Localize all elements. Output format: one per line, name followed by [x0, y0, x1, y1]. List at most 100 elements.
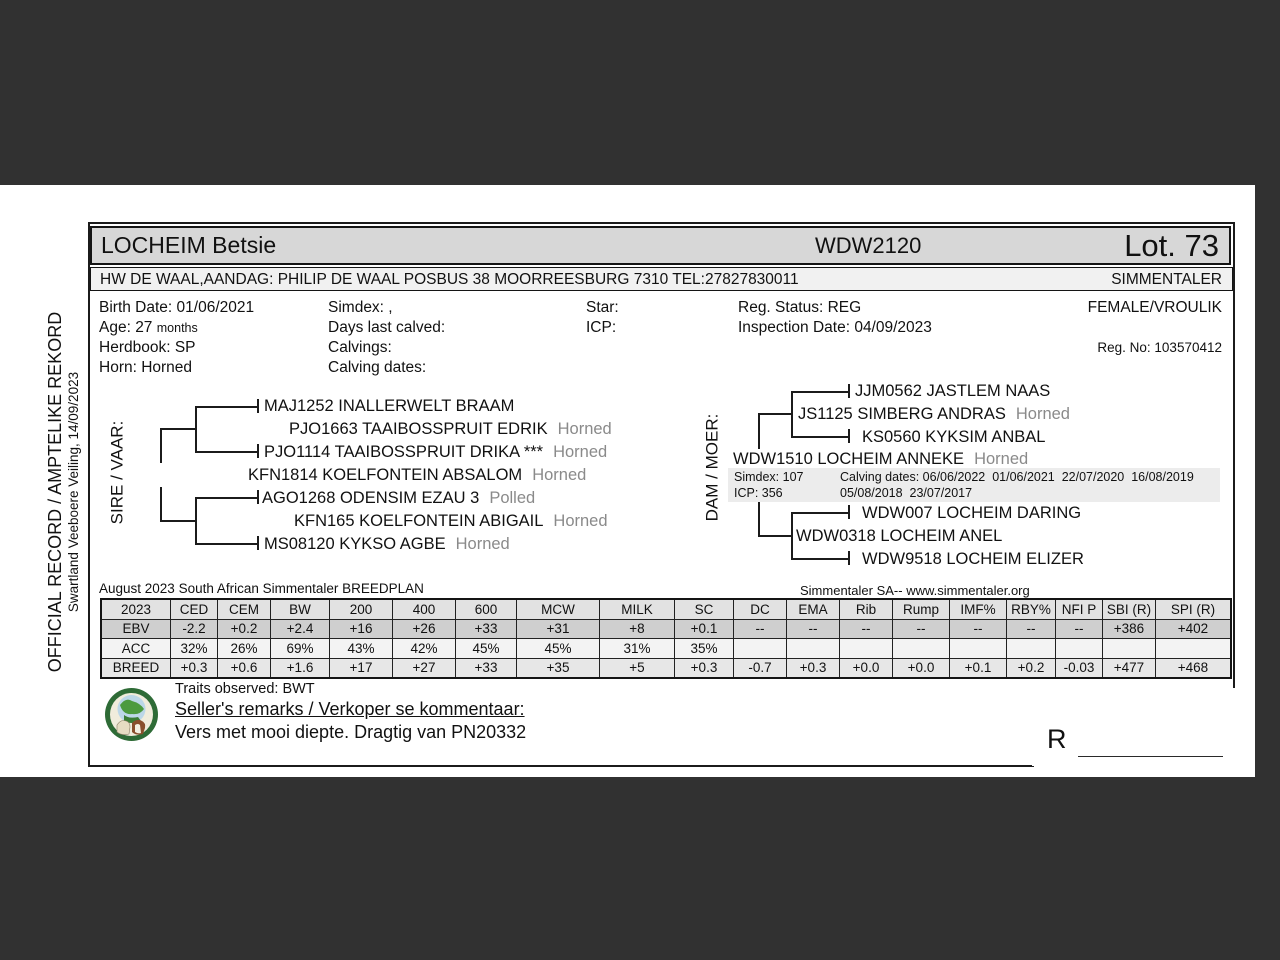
breedplan-cell: +16	[329, 618, 393, 639]
sire-tree-line	[195, 451, 258, 453]
dam-icp: ICP: 356	[734, 486, 783, 500]
pedigree-name: KS0560 KYKSIM ANBAL	[862, 428, 1046, 446]
breedplan-cell: 42%	[392, 638, 456, 659]
pedigree-name: WDW1510 LOCHEIM ANNEKE	[733, 450, 965, 468]
sire-tree-tick	[257, 444, 259, 458]
price-blank-line	[1078, 728, 1223, 757]
breedplan-cell	[786, 638, 840, 659]
horn-tag: Horned	[553, 512, 608, 530]
age: Age: 27 months	[99, 319, 198, 337]
pedigree-entry: KFN165 KOELFONTEIN ABIGAIL Horned	[294, 512, 608, 531]
sex-label: FEMALE/VROULIK	[1087, 299, 1222, 316]
breedplan-cell	[733, 638, 787, 659]
doc-border-right	[1233, 222, 1235, 689]
pedigree-name: PJO1663 TAAIBOSSPRUIT EDRIK	[289, 420, 548, 438]
breedplan-cell: +0.3	[674, 657, 734, 679]
breedplan-column-header: 2023	[100, 598, 171, 620]
breedplan-column-header: NFI P	[1055, 598, 1103, 620]
breedplan-cell: --	[949, 618, 1007, 639]
pedigree-entry: KS0560 KYKSIM ANBAL	[862, 428, 1045, 447]
dam-tree-line	[791, 436, 849, 438]
simdex: Simdex: ,	[328, 299, 393, 316]
breed-name: SIMMENTALER	[1111, 271, 1222, 288]
dam-calving-dates-2: 05/08/2018 23/07/2017	[840, 486, 973, 500]
dam-tree-line	[758, 413, 792, 415]
breedplan-cell: --	[1006, 618, 1056, 639]
pedigree-entry: WDW1510 LOCHEIM ANNEKE Horned	[733, 450, 1028, 469]
breedplan-cell: +0.1	[949, 657, 1007, 679]
breedplan-cell	[1155, 638, 1232, 659]
pedigree-entry: WDW0318 LOCHEIM ANEL	[796, 527, 1002, 546]
breedplan-cell: -2.2	[170, 618, 218, 639]
birth-date: Birth Date: 01/06/2021	[99, 299, 255, 316]
seller-remarks: Vers met mooi diepte. Dragtig van PN2033…	[175, 722, 527, 742]
dam-stats-band	[728, 468, 1220, 502]
official-record-label: OFFICIAL RECORD / AMPTELIKE REKORD	[45, 311, 65, 673]
breedplan-cell: +0.6	[217, 657, 271, 679]
sire-tree-line	[195, 543, 258, 545]
doc-border-left	[88, 222, 90, 767]
pedigree-name: AGO1268 ODENSIM EZAU 3	[262, 489, 480, 507]
herdbook: Herdbook: SP	[99, 339, 196, 356]
breedplan-cell: +27	[392, 657, 456, 679]
lot-number: Lot. 73	[1124, 228, 1219, 263]
breedplan-cell: 69%	[270, 638, 330, 659]
breedplan-cell: +35	[516, 657, 600, 679]
dam-tree-tick	[848, 505, 850, 519]
doc-border-bottom	[88, 765, 1034, 767]
breedplan-cell: -0.7	[733, 657, 787, 679]
breedplan-column-header: Rib	[839, 598, 893, 620]
sire-tree-line	[160, 487, 162, 521]
horn-tag: Horned	[1015, 405, 1070, 423]
pedigree-name: MS08120 KYKSO AGBE	[264, 535, 446, 553]
pedigree-entry: JJM0562 JASTLEM NAAS	[855, 382, 1050, 401]
animal-id: WDW2120	[815, 233, 922, 258]
breedplan-cell: +0.2	[217, 618, 271, 639]
calvings: Calvings:	[328, 339, 392, 356]
pedigree-name: JS1125 SIMBERG ANDRAS	[798, 405, 1006, 423]
dam-tree-line	[758, 535, 792, 537]
age-unit: months	[156, 321, 198, 335]
breedplan-row-label: EBV	[100, 618, 171, 639]
pedigree-name: WDW007 LOCHEIM DARING	[862, 504, 1082, 522]
pedigree-entry: WDW007 LOCHEIM DARING	[862, 504, 1081, 523]
breedplan-cell: +31	[516, 618, 600, 639]
breedplan-cell: 45%	[455, 638, 517, 659]
breedplan-cell: +0.2	[1006, 657, 1056, 679]
breedplan-cell: --	[839, 618, 893, 639]
breedplan-cell: 45%	[516, 638, 600, 659]
simmentaler-logo-icon	[105, 688, 158, 741]
inspection-date: Inspection Date: 04/09/2023	[738, 319, 932, 336]
breedplan-column-header: RBY%	[1006, 598, 1056, 620]
breedplan-cell: -0.03	[1055, 657, 1103, 679]
breedplan-cell: +17	[329, 657, 393, 679]
currency-label: R	[1047, 724, 1067, 754]
horn-tag: Horned	[553, 443, 608, 461]
breedplan-cell	[1102, 638, 1156, 659]
breedplan-cell	[1006, 638, 1056, 659]
breedplan-cell: +1.6	[270, 657, 330, 679]
horn-tag: Horned	[455, 535, 510, 553]
animal-name: LOCHEIM Betsie	[101, 232, 277, 258]
sire-tree-tick	[257, 399, 259, 413]
breeder-line: HW DE WAAL,AANDAG: PHILIP DE WAAL POSBUS…	[100, 271, 799, 288]
pedigree-entry: PJO1663 TAAIBOSSPRUIT EDRIK Horned	[289, 420, 612, 439]
breedplan-column-header: Rump	[892, 598, 950, 620]
breedplan-cell: +2.4	[270, 618, 330, 639]
traits-observed: Traits observed: BWT	[175, 681, 315, 697]
breedplan-cell: +477	[1102, 657, 1156, 679]
pedigree-name: PJO1114 TAAIBOSSPRUIT DRIKA ***	[264, 443, 544, 461]
sire-tree-line	[160, 428, 196, 430]
breedplan-cell	[839, 638, 893, 659]
breedplan-cell: 35%	[674, 638, 734, 659]
dam-tree-line	[758, 502, 760, 537]
sire-tree-line	[195, 497, 197, 544]
dam-tree-line	[791, 391, 849, 393]
sire-tree-tick	[257, 536, 259, 550]
breedplan-column-header: SC	[674, 598, 734, 620]
days-last-calved: Days last calved:	[328, 319, 446, 336]
sire-tree-line	[195, 497, 258, 499]
reg-status: Reg. Status: REG	[738, 299, 862, 316]
breedplan-column-header: SPI (R)	[1155, 598, 1232, 620]
breedplan-cell: --	[1055, 618, 1103, 639]
